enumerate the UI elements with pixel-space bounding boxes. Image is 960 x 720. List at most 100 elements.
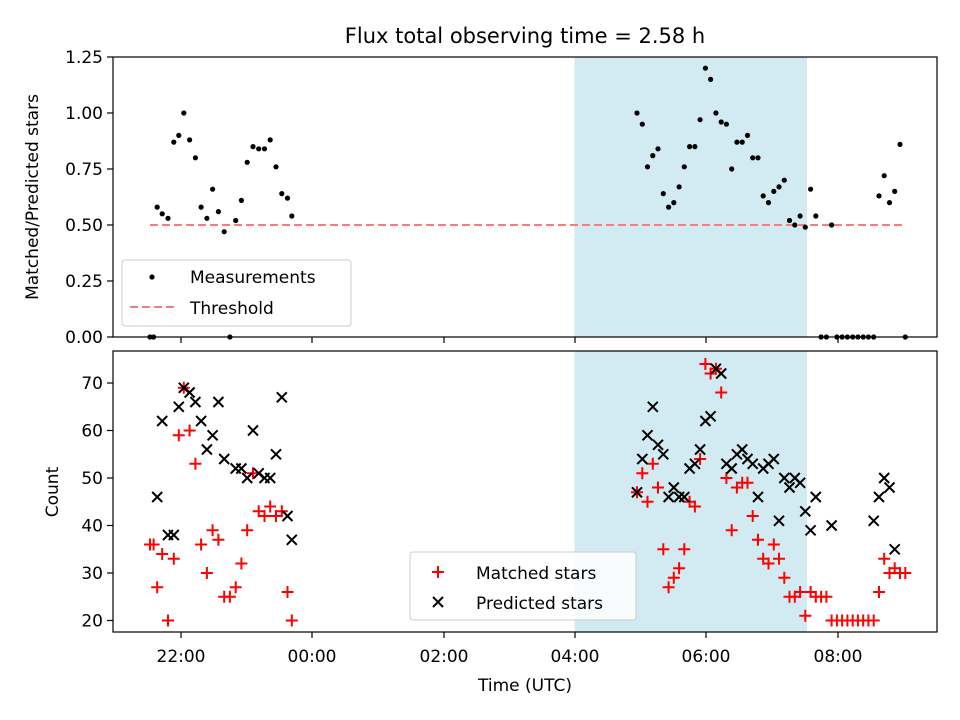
predicted-star-point xyxy=(647,401,659,413)
top-axes-frame xyxy=(112,56,938,338)
matched-star-point xyxy=(162,614,174,627)
matched-star-point xyxy=(235,557,248,570)
measurement-point xyxy=(210,186,216,192)
measurement-point xyxy=(238,197,244,203)
matched-star-point xyxy=(212,533,225,546)
figure-title: Flux total observing time = 2.58 h xyxy=(345,24,705,48)
measurement-point xyxy=(760,193,766,199)
bottom-y-tick-label: 60 xyxy=(81,422,103,442)
matched-star-point xyxy=(646,457,659,470)
matched-star-point xyxy=(678,543,691,556)
bottom-x-axis-label: Time (UTC) xyxy=(477,676,572,696)
matched-star-point xyxy=(156,548,169,560)
measurement-point xyxy=(729,166,735,172)
bottom-y-axis-label: Count xyxy=(43,466,63,517)
matched-star-point xyxy=(636,467,649,480)
predicted-star-point xyxy=(825,519,838,532)
predicted-star-point xyxy=(276,391,288,404)
top-y-tick-label: 0.50 xyxy=(65,216,103,236)
observing-window-span xyxy=(574,57,807,337)
matched-star-point xyxy=(206,524,219,537)
measurement-point xyxy=(876,193,882,199)
measurement-point xyxy=(634,110,640,116)
measurement-point xyxy=(171,139,177,145)
measurement-point xyxy=(176,132,182,138)
matched-star-point xyxy=(667,571,680,584)
x-tick-label: 00:00 xyxy=(288,647,337,667)
legend-measurements-label: Measurements xyxy=(190,268,316,288)
measurement-point xyxy=(676,184,682,190)
measurement-point xyxy=(221,229,227,235)
predicted-star-point xyxy=(652,439,664,451)
measurement-point xyxy=(713,110,719,116)
measurement-point xyxy=(718,119,724,125)
measurement-point xyxy=(159,211,165,217)
matched-star-point xyxy=(241,524,254,537)
matched-star-point xyxy=(773,552,785,565)
matched-star-point xyxy=(167,552,180,565)
measurement-point xyxy=(786,217,793,224)
top-legend-box xyxy=(121,259,352,327)
matched-star-point xyxy=(725,524,738,537)
top-y-axis-label: Matched/Predicted stars xyxy=(23,94,43,300)
matched-star-point xyxy=(715,386,728,399)
predicted-star-point xyxy=(752,491,764,503)
predicted-star-point xyxy=(715,367,727,380)
measurement-point xyxy=(215,209,221,215)
matched-star-point xyxy=(657,543,670,556)
measurement-point xyxy=(233,217,239,224)
measurement-point xyxy=(198,204,204,210)
matched-star-point xyxy=(767,538,780,551)
measurement-point xyxy=(797,213,803,219)
bottom-y-tick-label: 50 xyxy=(81,469,103,489)
matched-star-point xyxy=(873,586,885,598)
measurement-point xyxy=(204,215,210,221)
matched-star-point xyxy=(652,481,664,494)
matched-star-point xyxy=(746,510,759,522)
matched-star-point xyxy=(641,495,654,508)
predicted-star-point xyxy=(173,401,185,413)
predicted-star-point xyxy=(641,429,654,442)
measurement-point xyxy=(244,159,250,165)
matched-star-point xyxy=(195,538,208,551)
measurement-point xyxy=(813,213,819,219)
predicted-star-point xyxy=(810,491,822,503)
measurement-point xyxy=(279,191,285,197)
legend-threshold-label: Threshold xyxy=(189,299,274,319)
top-legend[interactable]: Measurements Threshold xyxy=(121,259,352,327)
matched-star-point xyxy=(673,562,686,575)
top-x-ticks xyxy=(180,337,839,343)
measurement-point xyxy=(261,146,268,152)
measurement-point xyxy=(256,146,262,152)
top-y-tick-label: 0.25 xyxy=(65,272,103,292)
predicted-star-point xyxy=(631,486,643,499)
measurement-point xyxy=(702,65,709,71)
predicted-star-point xyxy=(168,529,180,541)
matched-star-point xyxy=(662,581,675,594)
matched-star-point xyxy=(878,552,891,565)
predicted-star-point xyxy=(888,543,901,556)
measurement-point xyxy=(289,213,295,219)
predicted-star-point xyxy=(281,510,294,522)
predicted-star-point xyxy=(183,386,196,399)
measurement-point xyxy=(671,200,677,206)
predicted-star-point xyxy=(673,491,685,503)
bottom-legend[interactable]: Matched stars Predicted stars xyxy=(409,551,637,621)
measurement-point xyxy=(697,117,703,123)
predicted-star-point xyxy=(241,472,253,484)
predicted-star-point xyxy=(286,534,298,546)
bottom-axes-frame xyxy=(112,350,938,633)
measurement-point xyxy=(897,141,903,147)
predicted-star-point xyxy=(878,472,890,484)
predicted-star-point xyxy=(270,448,282,461)
bottom-panel: 20 30 40 50 60 70 22:00 00:00 02:00 04:00 06:00 08… xyxy=(43,350,938,696)
predicted-star-point xyxy=(799,505,812,518)
measurement-point xyxy=(739,139,745,145)
matched-star-point xyxy=(762,557,775,570)
matched-star-point xyxy=(189,457,202,470)
bottom-y-tick-label: 20 xyxy=(81,612,103,632)
predicted-star-point xyxy=(151,491,163,503)
measurement-point xyxy=(892,188,898,194)
measurement-point xyxy=(765,200,772,206)
predicted-star-point xyxy=(804,524,817,537)
